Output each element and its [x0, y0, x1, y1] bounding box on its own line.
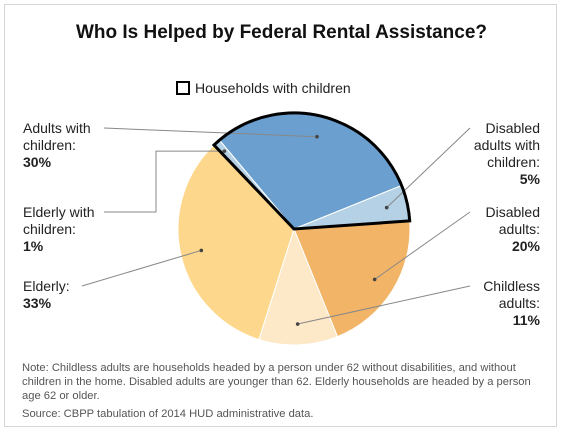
leader-line: [297, 285, 471, 325]
label-pct: 5%: [519, 171, 540, 187]
leader-dot: [372, 277, 377, 282]
label-adults-with-children: Adults with children: 30%: [23, 120, 118, 171]
label-name: Elderly:: [23, 278, 70, 294]
label-pct: 30%: [23, 154, 52, 170]
leader-line: [386, 127, 471, 208]
label-name: Disabled adults:: [485, 204, 540, 237]
legend: Households with children: [176, 79, 351, 97]
pie-slice: [177, 144, 295, 341]
label-name: Elderly with children:: [23, 204, 95, 237]
leader-line: [104, 150, 225, 213]
label-disabled: Disabled adults: 20%: [450, 204, 540, 255]
source-note: Source: CBPP tabulation of 2014 HUD admi…: [22, 408, 314, 420]
leader-line: [374, 211, 471, 280]
label-elderly: Elderly: 33%: [23, 278, 70, 312]
legend-label: Households with children: [195, 80, 351, 96]
legend-swatch-outline: [176, 81, 190, 95]
label-name: Disabled adults with children:: [473, 120, 540, 170]
label-childless: Childless adults: 11%: [450, 278, 540, 329]
footnote: Note: Childless adults are households he…: [22, 362, 531, 402]
label-pct: 20%: [511, 238, 540, 254]
label-pct: 1%: [23, 238, 44, 254]
pie-slice: [258, 227, 339, 346]
pie-slice: [293, 220, 411, 338]
leader-dot: [315, 134, 319, 139]
label-pct: 33%: [23, 295, 52, 311]
leader-dot: [384, 205, 389, 210]
label-name: Childless adults:: [483, 278, 540, 311]
chart-title: Who Is Helped by Federal Rental Assistan…: [75, 22, 488, 43]
label-pct: 11%: [512, 312, 540, 328]
leader-dot: [199, 248, 204, 253]
leader-line: [81, 249, 202, 287]
label-elderly-with-children: Elderly with children: 1%: [23, 204, 118, 255]
leader-dot: [222, 149, 227, 153]
leader-line: [103, 127, 318, 138]
label-name: Adults with children:: [23, 120, 91, 153]
label-disabled-with-children: Disabled adults with children: 5%: [450, 120, 540, 188]
households-with-children-outline: [211, 111, 412, 231]
leader-dot: [295, 322, 300, 326]
